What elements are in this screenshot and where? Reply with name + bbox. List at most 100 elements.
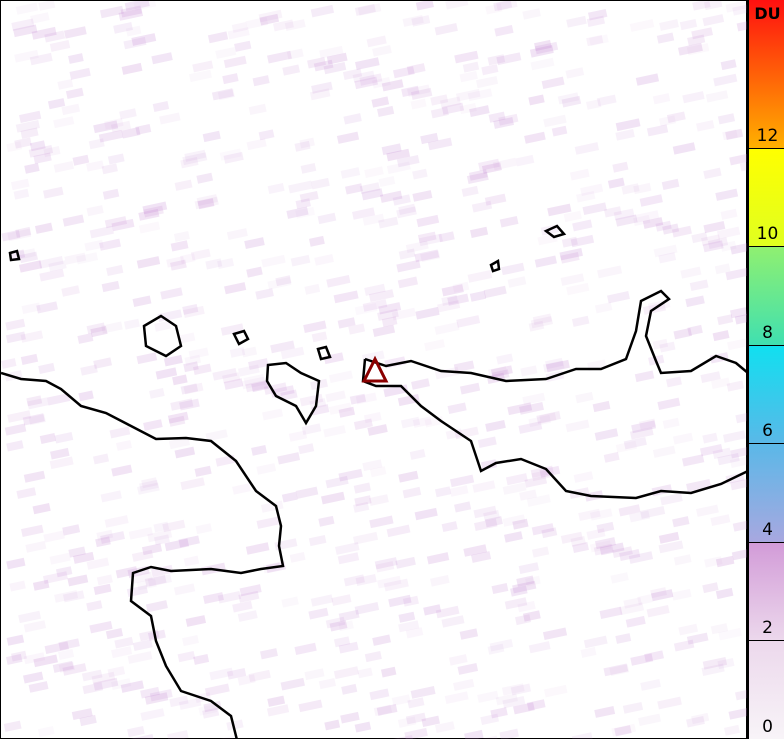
so2-pixel	[571, 732, 593, 739]
so2-pixel	[46, 393, 71, 406]
so2-pixel	[207, 31, 229, 44]
so2-pixel	[281, 596, 299, 608]
so2-pixel	[299, 190, 319, 203]
so2-pixel	[82, 682, 104, 695]
so2-pixel	[493, 0, 513, 12]
island-1	[142, 314, 183, 358]
so2-pixel	[338, 641, 359, 654]
so2-pixel	[569, 168, 590, 181]
colorbar-tick-label: 8	[762, 322, 773, 343]
so2-pixel	[9, 580, 26, 592]
so2-pixel	[471, 200, 493, 213]
so2-pixel	[603, 663, 629, 677]
so2-pixel	[5, 318, 26, 331]
so2-pixel	[93, 453, 110, 465]
so2-pixel	[101, 280, 120, 293]
so2-pixel	[574, 142, 600, 155]
so2-pixel	[586, 15, 606, 27]
so2-pixel	[518, 421, 543, 434]
so2-pixel	[29, 52, 53, 66]
so2-pixel	[215, 46, 237, 59]
so2-pixel	[519, 401, 544, 415]
so2-pixel	[642, 217, 664, 229]
so2-pixel	[672, 142, 696, 155]
colorbar-tick	[749, 147, 784, 149]
so2-pixel	[729, 153, 750, 166]
so2-pixel	[4, 423, 27, 436]
so2-pixel	[619, 602, 645, 616]
so2-pixel	[524, 475, 548, 488]
so2-pixel	[686, 632, 709, 645]
so2-pixel	[237, 674, 256, 686]
so2-pixel	[359, 182, 381, 195]
so2-pixel	[644, 650, 664, 663]
so2-pixel	[551, 125, 568, 137]
so2-pixel	[710, 514, 731, 526]
so2-pixel	[707, 237, 729, 249]
so2-pixel	[310, 4, 335, 18]
so2-pixel	[449, 485, 469, 497]
so2-pixel	[348, 323, 366, 335]
so2-pixel	[258, 9, 283, 23]
so2-pixel	[364, 651, 382, 663]
so2-pixel	[412, 190, 433, 202]
so2-pixel	[705, 90, 729, 103]
so2-pixel	[43, 146, 61, 158]
so2-pixel	[398, 470, 419, 483]
so2-pixel	[578, 508, 601, 521]
so2-pixel	[73, 551, 95, 564]
so2-pixel	[441, 284, 464, 297]
so2-pixel	[418, 233, 443, 247]
so2-pixel	[308, 235, 325, 247]
so2-pixel	[409, 449, 426, 460]
so2-pixel	[526, 699, 546, 711]
so2-pixel	[354, 721, 372, 733]
so2-pixel	[49, 40, 71, 52]
so2-pixel	[696, 120, 715, 132]
so2-pixel	[493, 117, 514, 129]
so2-pixel	[143, 419, 163, 431]
so2-pixel	[599, 606, 623, 619]
so2-pixel	[637, 594, 653, 605]
so2-pixel	[314, 254, 334, 266]
so2-pixel	[248, 103, 267, 116]
so2-pixel	[337, 552, 360, 565]
so2-pixel	[660, 493, 683, 506]
so2-pixel	[104, 117, 124, 130]
so2-pixel	[725, 267, 750, 281]
so2-pixel	[338, 609, 360, 622]
so2-pixel	[502, 514, 526, 527]
so2-pixel	[672, 432, 694, 445]
so2-pixel	[188, 69, 212, 83]
so2-pixel	[610, 572, 629, 584]
so2-pixel	[288, 180, 313, 194]
so2-pixel	[13, 24, 38, 38]
so2-pixel	[114, 636, 134, 649]
so2-pixel	[731, 548, 754, 561]
so2-pixel	[483, 285, 507, 299]
so2-pixel	[530, 57, 555, 71]
so2-pixel	[607, 177, 625, 189]
so2-pixel	[441, 615, 465, 628]
so2-pixel	[325, 390, 346, 403]
so2-pixel	[405, 627, 424, 639]
so2-pixel	[420, 132, 439, 145]
so2-pixel	[255, 288, 274, 300]
so2-pixel	[173, 230, 190, 242]
so2-pixel	[31, 26, 57, 40]
so2-pixel	[539, 412, 557, 424]
so2-pixel	[362, 459, 383, 472]
so2-pixel	[149, 388, 165, 399]
so2-pixel	[378, 216, 399, 229]
so2-pixel	[594, 537, 616, 550]
so2-pixel	[369, 466, 387, 478]
so2-pixel	[673, 639, 695, 652]
so2-pixel	[179, 398, 200, 411]
so2-pixel	[362, 213, 385, 226]
so2-pixel	[677, 42, 703, 56]
so2-pixel	[223, 151, 244, 164]
so2-pixel	[658, 531, 680, 544]
so2-pixel	[545, 357, 564, 370]
so2-pixel	[658, 115, 676, 127]
so2-pixel	[440, 96, 461, 109]
